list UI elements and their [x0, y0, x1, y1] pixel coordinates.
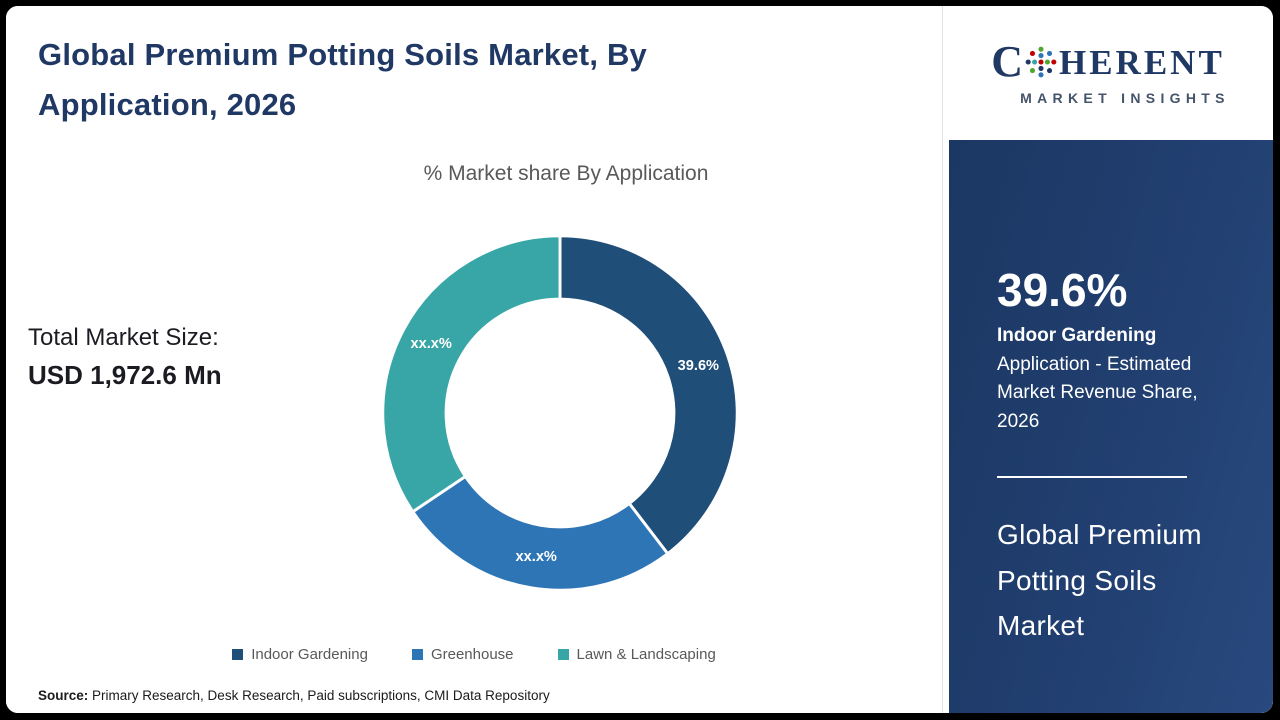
stat-description: Application - Estimated Market Revenue S…	[997, 353, 1198, 432]
logo-dots-o-icon	[1025, 46, 1057, 78]
total-market-size-label: Total Market Size:	[28, 324, 219, 351]
logo-letters-rest: HERENT	[1058, 42, 1225, 82]
slice-label: xx.x%	[516, 549, 557, 565]
source-label: Source:	[38, 688, 89, 703]
chart-subtitle: % Market share By Application	[423, 162, 709, 185]
stat-value: 39.6%	[997, 264, 1128, 316]
donut-chart-svg: 39.6% xx.x% xx.x%	[381, 234, 739, 592]
legend-swatch-icon	[232, 649, 244, 660]
brand-logo-wordmark: C	[991, 40, 1225, 84]
source-note: Source: Primary Research, Desk Research,…	[38, 688, 550, 703]
legend-swatch-icon	[557, 649, 569, 660]
sidebar: C	[942, 6, 1273, 713]
logo-letter-c: C	[991, 37, 1023, 86]
pie-slice-lawn-landscaping	[381, 234, 562, 514]
legend-swatch-icon	[411, 649, 423, 660]
logo-tagline: MARKET INSIGHTS	[1020, 90, 1230, 106]
legend-item: Indoor Gardening	[232, 646, 368, 663]
legend-item: Lawn & Landscaping	[557, 646, 716, 663]
legend-label: Lawn & Landscaping	[576, 646, 716, 663]
highlight-panel: 39.6% Indoor Gardening Application - Est…	[949, 140, 1273, 713]
panel-report-title: Global Premium Potting Soils Market	[997, 519, 1202, 642]
donut-chart: 39.6% xx.x% xx.x%	[375, 228, 745, 598]
total-market-size: Total Market Size: USD 1,972.6 Mn	[28, 324, 222, 391]
legend-item: Greenhouse	[411, 646, 514, 663]
chart-legend: Indoor Gardening Greenhouse Lawn & Landsca…	[6, 646, 942, 663]
total-market-size-value: USD 1,972.6 Mn	[28, 360, 222, 390]
source-text: Primary Research, Desk Research, Paid su…	[92, 688, 550, 703]
page-title: Global Premium Potting Soils Market, By …	[38, 37, 647, 123]
slice-label: 39.6%	[678, 358, 719, 374]
panel-divider	[997, 476, 1187, 479]
main-content: Global Premium Potting Soils Market, By …	[6, 6, 942, 713]
pie-slice-greenhouse	[410, 474, 670, 592]
slide: Global Premium Potting Soils Market, By …	[6, 6, 1273, 713]
legend-label: Indoor Gardening	[251, 646, 368, 663]
legend-label: Greenhouse	[430, 646, 514, 663]
stat-name: Indoor Gardening	[997, 325, 1157, 347]
slice-label: xx.x%	[410, 336, 451, 352]
pie-slice-indoor-gardening	[558, 234, 739, 556]
brand-logo: C	[943, 6, 1273, 132]
